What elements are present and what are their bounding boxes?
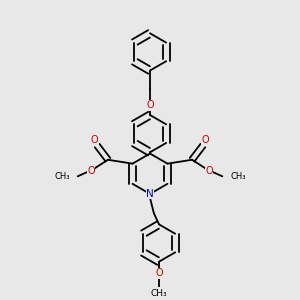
Text: O: O (202, 135, 209, 145)
Text: O: O (146, 100, 154, 110)
Text: CH₃: CH₃ (54, 172, 70, 181)
Text: O: O (91, 135, 98, 145)
Text: N: N (146, 189, 154, 199)
Text: CH₃: CH₃ (230, 172, 246, 181)
Text: CH₃: CH₃ (151, 290, 167, 298)
Text: O: O (155, 268, 163, 278)
Text: O: O (205, 166, 213, 176)
Text: O: O (87, 166, 95, 176)
